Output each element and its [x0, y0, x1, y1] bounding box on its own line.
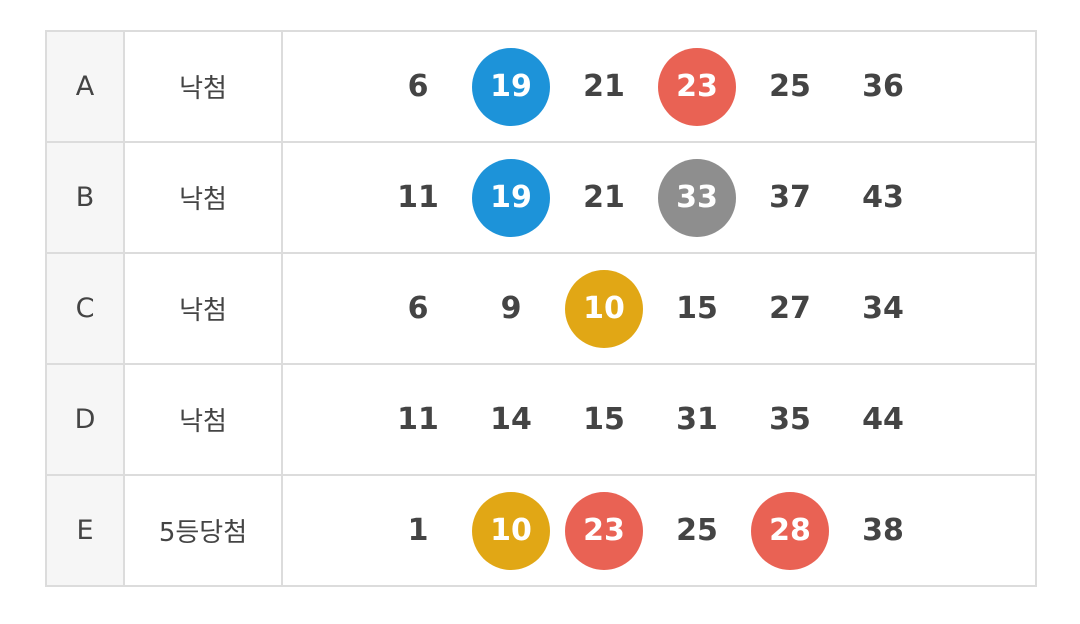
number-list: 6 19 21 23 25 36 — [379, 47, 922, 126]
lotto-number: 25 — [676, 513, 718, 548]
lotto-number: 15 — [583, 402, 625, 437]
row-result: 낙첨 — [123, 252, 283, 365]
lotto-number: 9 — [500, 291, 522, 326]
lotto-number: 34 — [862, 291, 904, 326]
row-label: C — [45, 252, 125, 365]
table-row: D 낙첨 11 14 15 31 35 44 — [45, 363, 1037, 476]
row-result: 낙첨 — [123, 30, 283, 143]
lotto-number: 44 — [862, 402, 904, 437]
lotto-number: 27 — [769, 291, 811, 326]
row-numbers-cell: 11 14 15 31 35 44 — [281, 363, 1037, 476]
lotto-ball-red: 23 — [565, 491, 643, 570]
lotto-number: 35 — [769, 402, 811, 437]
lotto-ball-yellow: 10 — [472, 491, 550, 570]
lotto-number: 43 — [862, 180, 904, 215]
table-row: B 낙첨 11 19 21 33 37 43 — [45, 141, 1037, 254]
row-result: 낙첨 — [123, 141, 283, 254]
lotto-number: 31 — [676, 402, 718, 437]
lotto-ball-red: 23 — [658, 47, 736, 126]
row-result: 5등당첨 — [123, 474, 283, 587]
table-row: C 낙첨 6 9 10 15 27 34 — [45, 252, 1037, 365]
lotto-ball-red: 28 — [751, 491, 829, 570]
lotto-number: 38 — [862, 513, 904, 548]
number-list: 1 10 23 25 28 38 — [379, 491, 922, 570]
number-list: 11 19 21 33 37 43 — [379, 158, 922, 237]
number-list: 11 14 15 31 35 44 — [379, 381, 922, 459]
lotto-result-table: A 낙첨 6 19 21 23 25 36 B 낙첨 — [45, 30, 1037, 587]
lotto-number: 21 — [583, 180, 625, 215]
lotto-number: 6 — [407, 69, 429, 104]
lotto-ball-blue: 19 — [472, 47, 550, 126]
lotto-ball-gray: 33 — [658, 158, 736, 237]
row-label: E — [45, 474, 125, 587]
row-numbers-cell: 11 19 21 33 37 43 — [281, 141, 1037, 254]
lotto-number: 15 — [676, 291, 718, 326]
lotto-number: 14 — [490, 402, 532, 437]
row-result: 낙첨 — [123, 363, 283, 476]
lotto-number: 37 — [769, 180, 811, 215]
row-numbers-cell: 1 10 23 25 28 38 — [281, 474, 1037, 587]
table-row: E 5등당첨 1 10 23 25 28 38 — [45, 474, 1037, 587]
lotto-number: 25 — [769, 69, 811, 104]
table-row: A 낙첨 6 19 21 23 25 36 — [45, 30, 1037, 143]
row-numbers-cell: 6 9 10 15 27 34 — [281, 252, 1037, 365]
lotto-ball-yellow: 10 — [565, 269, 643, 348]
lotto-number: 21 — [583, 69, 625, 104]
lotto-number: 6 — [407, 291, 429, 326]
lotto-number: 11 — [397, 180, 439, 215]
lotto-number: 1 — [407, 513, 429, 548]
row-label: D — [45, 363, 125, 476]
lotto-number: 11 — [397, 402, 439, 437]
lotto-ball-blue: 19 — [472, 158, 550, 237]
row-label: B — [45, 141, 125, 254]
row-label: A — [45, 30, 125, 143]
number-list: 6 9 10 15 27 34 — [379, 269, 922, 348]
lotto-number: 36 — [862, 69, 904, 104]
row-numbers-cell: 6 19 21 23 25 36 — [281, 30, 1037, 143]
